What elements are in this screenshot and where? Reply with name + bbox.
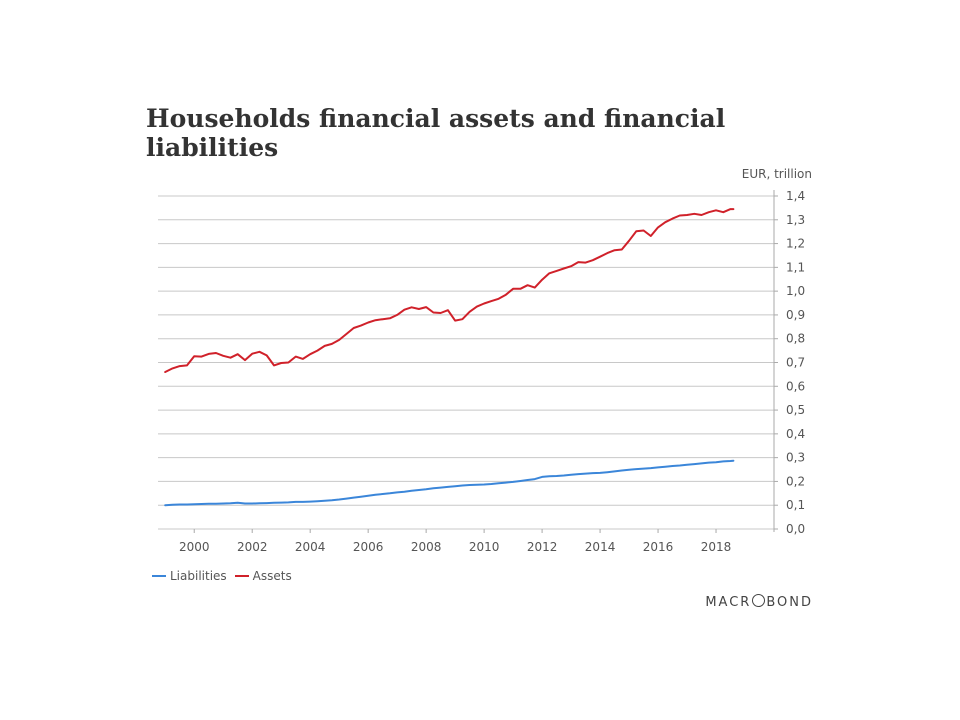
brand-text-after: BOND (766, 595, 813, 610)
x-tick-label: 2004 (295, 540, 326, 554)
x-axis-ticks: 2000 2002 2004 2006 2008 2010 2012 2014 2016 2018 (179, 529, 731, 554)
legend-label-liabilities: Liabilities (170, 569, 227, 583)
y-tick-label: 0,3 (786, 451, 805, 465)
series-line-assets (164, 208, 735, 373)
legend-swatch-assets (234, 575, 249, 577)
legend: Liabilities Assets (152, 569, 300, 583)
y-tick-label: 0,1 (786, 498, 805, 512)
legend-swatch-liabilities (152, 575, 166, 577)
y-tick-label: 1,3 (786, 213, 805, 227)
brand-text-before: MACR (705, 595, 752, 610)
legend-label-assets: Assets (252, 569, 292, 583)
y-tick-label: 1,4 (786, 189, 805, 203)
y-axis-ticks: 0,0 0,1 0,2 0,3 0,4 0,5 0,6 0,7 0,8 0,9 1,0 1,1 1,2 1… (774, 189, 805, 536)
y-tick-label: 0,6 (786, 379, 805, 393)
y-tick-label: 0,7 (786, 356, 805, 370)
gridlines (158, 195, 774, 530)
x-tick-label: 2006 (353, 540, 384, 554)
macrobond-logo: MACR BOND (650, 594, 813, 610)
x-tick-label: 2008 (411, 540, 442, 554)
y-tick-label: 0,9 (786, 308, 805, 322)
x-tick-label: 2012 (527, 540, 558, 554)
legend-item-assets: Assets (234, 569, 292, 583)
y-tick-label: 0,2 (786, 474, 805, 488)
y-tick-label: 1,1 (786, 260, 805, 274)
chart-title: Households financial assets and financia… (146, 104, 726, 162)
y-axis-unit-label: EUR, trillion (741, 167, 812, 181)
y-tick-label: 0,4 (786, 427, 805, 441)
y-tick-label: 0,5 (786, 403, 805, 417)
y-tick-label: 1,0 (786, 284, 805, 298)
series-lines (164, 208, 735, 507)
x-tick-label: 2016 (643, 540, 674, 554)
y-tick-label: 1,2 (786, 237, 805, 251)
brand-o-circle-icon (752, 594, 766, 607)
x-tick-label: 2018 (701, 540, 732, 554)
x-tick-label: 2014 (585, 540, 616, 554)
x-tick-label: 2000 (179, 540, 210, 554)
legend-item-liabilities: Liabilities (152, 569, 227, 583)
series-line-liabilities (164, 459, 735, 507)
x-tick-label: 2002 (237, 540, 268, 554)
y-tick-label: 0,0 (786, 522, 805, 536)
y-tick-label: 0,8 (786, 332, 805, 346)
x-tick-label: 2010 (469, 540, 500, 554)
